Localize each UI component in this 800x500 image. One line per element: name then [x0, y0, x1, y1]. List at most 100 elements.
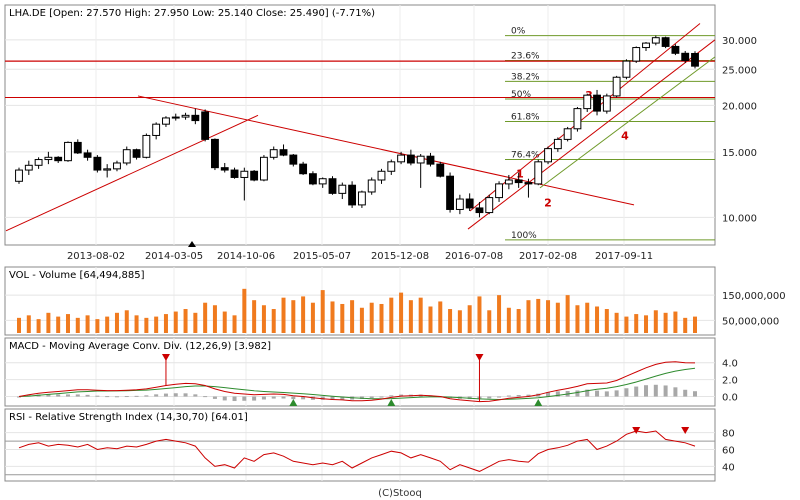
downtrend-line — [137, 95, 635, 206]
candle — [328, 176, 337, 195]
rsi-sell-signal-icon — [632, 427, 641, 434]
macd-histogram-bar — [232, 396, 237, 402]
volume-title: VOL - Volume [64,494,885] — [9, 270, 145, 281]
candle — [211, 138, 219, 171]
candle-body — [495, 183, 503, 199]
candle — [171, 113, 180, 121]
sell-signal-icon — [475, 354, 484, 361]
volume-bar — [124, 310, 129, 333]
macd-histogram-bar — [291, 396, 296, 400]
price-tick-label: 10.000 — [722, 213, 757, 224]
x-tick-label: 2016-07-08 — [445, 251, 503, 262]
candle-body — [426, 155, 435, 165]
volume-bar — [565, 295, 570, 333]
x-tick-label: 2015-05-07 — [293, 251, 351, 262]
candle-body — [240, 170, 249, 178]
candle-body — [465, 198, 474, 209]
candle — [573, 106, 582, 132]
volume-bar — [418, 297, 423, 333]
macd-histogram-bar — [134, 395, 139, 397]
candle-body — [103, 168, 112, 171]
candle — [308, 171, 317, 186]
volume-bar — [428, 306, 433, 333]
candle-body — [671, 45, 680, 54]
candle-body — [416, 155, 425, 164]
candle — [553, 137, 562, 152]
candle — [544, 146, 552, 165]
macd-histogram-bar — [183, 393, 188, 397]
candle-body — [622, 60, 631, 78]
x-tick-label: 2017-02-08 — [519, 251, 577, 262]
candle-body — [612, 76, 621, 97]
volume-bar — [683, 317, 688, 333]
volume-bar — [310, 302, 315, 333]
candle — [671, 44, 680, 56]
candle-body — [64, 141, 72, 162]
volume-bar — [17, 317, 21, 333]
macd-histogram-bar — [281, 396, 286, 399]
volume-bar — [467, 305, 472, 333]
macd-histogram-bar — [389, 395, 394, 397]
volume-bar — [644, 315, 649, 333]
candle — [455, 194, 464, 215]
candle — [54, 156, 63, 163]
candle-body — [397, 154, 406, 163]
macd-signal-line — [18, 367, 696, 401]
macd-histogram-bar — [683, 389, 688, 397]
uptrend-line — [5, 114, 259, 232]
candle — [514, 172, 523, 188]
volume-bar — [653, 310, 658, 333]
candle — [436, 161, 445, 178]
volume-bar — [399, 292, 404, 333]
candle-body — [436, 163, 445, 177]
candle-body — [73, 141, 82, 154]
volume-bar — [516, 309, 521, 333]
candle-body — [122, 149, 131, 164]
wave-label: 1 — [516, 167, 524, 180]
macd-histogram-bar — [379, 396, 384, 398]
macd-histogram-bar — [634, 386, 639, 397]
rsi-tick-label: 60 — [722, 446, 735, 457]
fib-level-label: 23.6% — [511, 51, 540, 61]
candle-body — [289, 154, 298, 165]
candle — [475, 201, 484, 218]
candle-body — [318, 178, 327, 185]
candle — [416, 153, 425, 188]
candle — [64, 141, 72, 162]
fib-level-label: 61.8% — [511, 112, 540, 122]
volume-bar — [271, 309, 276, 333]
candle-body — [191, 114, 200, 122]
rsi-sell-signal-icon — [681, 427, 690, 434]
candle — [583, 93, 592, 112]
fib-level-label: 100% — [511, 231, 537, 241]
candle — [122, 146, 131, 166]
candle-body — [24, 164, 33, 171]
candle — [504, 174, 513, 190]
candle — [357, 190, 366, 208]
rsi-line — [18, 430, 696, 472]
volume-bar — [546, 300, 551, 333]
candle — [534, 159, 543, 186]
volume-bar — [369, 302, 374, 333]
candle — [348, 181, 357, 208]
volume-bar — [114, 312, 119, 333]
price-tick-label: 20.000 — [722, 101, 757, 112]
macd-histogram-bar — [614, 390, 619, 397]
buy-signal-icon — [534, 399, 543, 406]
candle-body — [485, 197, 494, 214]
candle-body — [93, 156, 102, 171]
macd-histogram-bar — [271, 396, 276, 399]
macd-histogram-bar — [75, 394, 80, 397]
volume-bar — [144, 317, 149, 333]
macd-histogram-bar — [595, 390, 600, 397]
candle-body — [113, 162, 121, 170]
macd-tick-label: 2.0 — [722, 376, 738, 387]
macd-histogram-bar — [46, 394, 51, 397]
candle — [34, 157, 43, 169]
x-tick-label: 2014-10-06 — [217, 251, 275, 262]
volume-bar — [56, 316, 61, 333]
macd-histogram-bar — [369, 396, 374, 399]
candle-body — [406, 154, 415, 164]
volume-bar — [36, 319, 41, 333]
volume-bar — [506, 307, 511, 333]
